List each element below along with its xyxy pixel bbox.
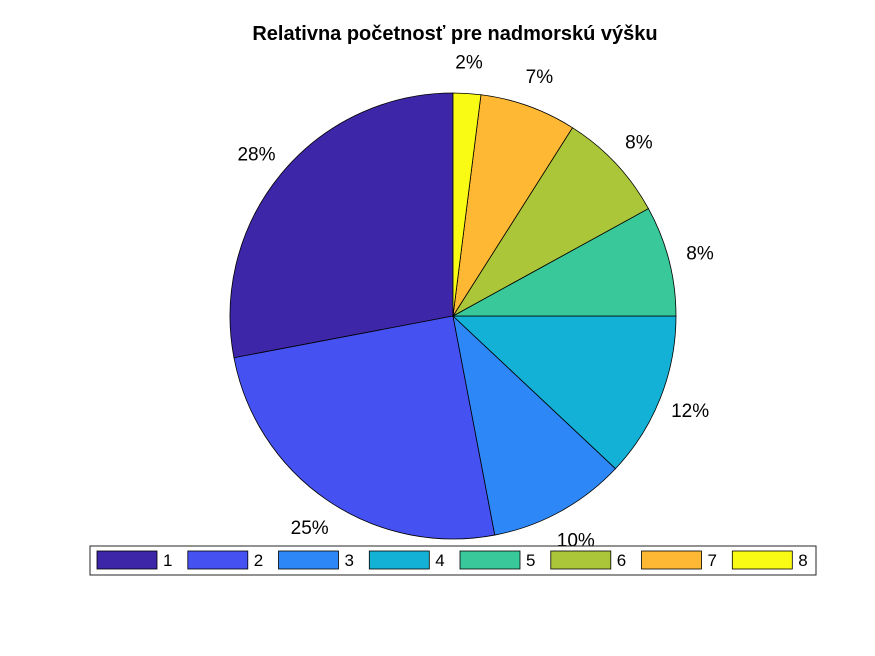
legend-label-7: 7 — [708, 551, 717, 570]
pie-slice-2 — [233, 315, 496, 540]
pie-slices — [229, 92, 677, 540]
percent-label-5: 8% — [686, 244, 714, 265]
legend-label-3: 3 — [345, 551, 354, 570]
percent-label-2: 25% — [291, 518, 329, 539]
legend-swatch-7 — [641, 550, 702, 570]
legend: 1 2 3 4 5 6 7 8 — [89, 545, 817, 576]
pie-slice-6 — [452, 127, 649, 317]
legend-swatch-3 — [278, 550, 339, 570]
legend-label-8: 8 — [798, 551, 807, 570]
pie-slice-8 — [452, 92, 482, 317]
pie-slice-4 — [451, 315, 677, 470]
legend-label-4: 4 — [435, 551, 444, 570]
legend-swatch-6 — [550, 550, 612, 570]
legend-label-2: 2 — [254, 551, 263, 570]
legend-swatch-2 — [187, 550, 249, 570]
percent-label-6: 8% — [625, 132, 653, 153]
percent-label-1: 28% — [237, 145, 275, 166]
legend-swatch-1 — [96, 550, 158, 570]
pie-slice-3 — [452, 314, 617, 536]
chart-title: Relativna početnosť pre nadmorskú výšku — [252, 23, 657, 45]
percent-label-8: 2% — [455, 53, 483, 74]
legend-swatch-5 — [459, 550, 521, 570]
legend-label-5: 5 — [526, 551, 535, 570]
pie-slice-5 — [452, 208, 677, 317]
legend-label-6: 6 — [617, 551, 626, 570]
pie-slice-1 — [229, 92, 454, 359]
percent-label-7: 7% — [526, 67, 554, 88]
legend-label-1: 1 — [163, 551, 172, 570]
legend-swatch-8 — [731, 550, 793, 570]
percent-labels: 28%25%10%12%8%8%7%2% — [237, 53, 713, 552]
percent-label-4: 12% — [671, 401, 709, 422]
legend-swatch-4 — [368, 550, 430, 570]
